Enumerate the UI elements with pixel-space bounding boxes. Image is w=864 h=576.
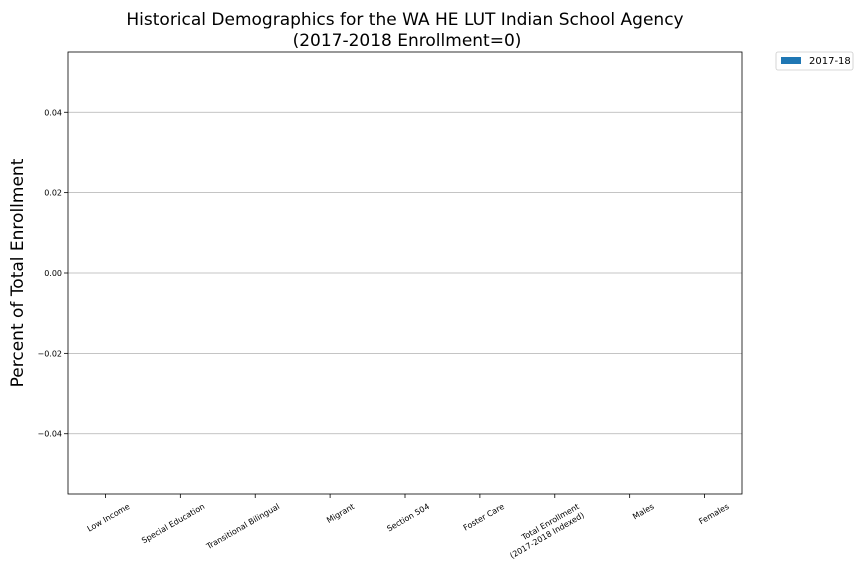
chart-subtitle: (2017-2018 Enrollment=0): [293, 31, 522, 51]
x-tick-label: Foster Care: [462, 502, 506, 533]
x-tick-label: Section 504: [385, 502, 431, 534]
y-tick-label: 0.00: [44, 269, 62, 278]
x-tick-label: Females: [697, 502, 730, 526]
y-tick-label: 0.04: [44, 108, 62, 117]
y-tick-label: −0.04: [37, 430, 62, 439]
x-tick-label: Special Education: [140, 502, 206, 545]
legend: 2017-18: [775, 51, 854, 71]
gridlines: [68, 111, 742, 435]
legend-swatch: [781, 57, 801, 64]
legend-label: 2017-18: [809, 56, 851, 67]
y-tick-label: 0.02: [44, 189, 62, 198]
y-tick-label: −0.02: [37, 349, 62, 358]
x-tick-label: Males: [631, 502, 656, 521]
y-axis: −0.04 −0.02 0.00 0.02 0.04: [37, 108, 68, 439]
x-axis: Low Income Special EducationTransitional …: [86, 494, 731, 560]
legend-box: [775, 51, 854, 71]
x-tick-label: Total Enrollment(2017-2018 Indexed): [503, 502, 585, 561]
x-tick-label: Low Income: [86, 502, 132, 534]
x-tick-label: Transitional Bilingual: [204, 502, 281, 552]
y-axis-label: Percent of Total Enrollment: [8, 158, 28, 387]
x-tick-label: Migrant: [325, 502, 356, 525]
chart-title: Historical Demographics for the WA HE LU…: [126, 10, 683, 30]
